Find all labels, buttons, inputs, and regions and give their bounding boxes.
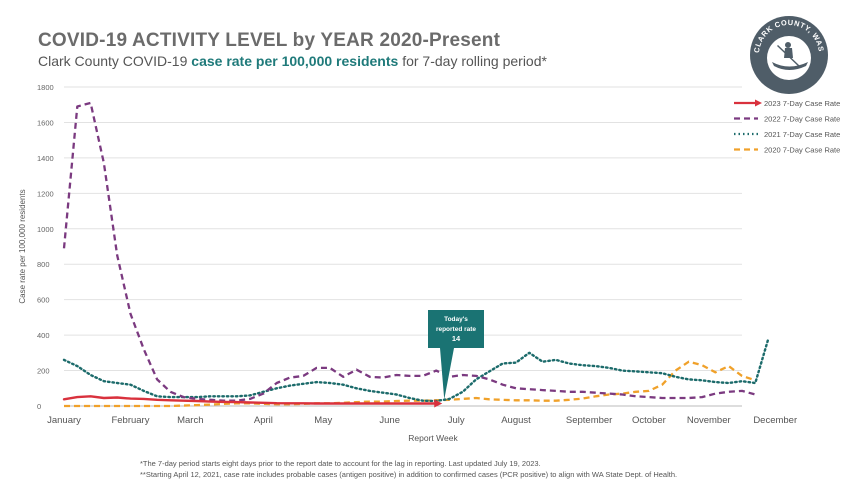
clark-county-seal: CLARK COUNTY, WASHINGTON <box>748 14 828 94</box>
footnote-2: **Starting April 12, 2021, case rate inc… <box>140 470 678 479</box>
y-axis-ticks: 0 200 400 600 800 1000 1200 1400 1600 1800 <box>37 83 54 411</box>
y-tick-label: 1600 <box>37 118 54 127</box>
x-tick-label: July <box>448 415 465 426</box>
callout-line-1: Today's <box>444 316 468 323</box>
y-tick-label: 200 <box>37 367 50 376</box>
callout-box <box>428 310 484 400</box>
gridlines <box>64 86 742 407</box>
legend-label: 2020 7-Day Case Rate <box>764 146 840 155</box>
x-tick-label: March <box>177 415 203 426</box>
x-tick-label: November <box>687 415 731 426</box>
x-tick-label: January <box>47 415 81 426</box>
callout-line-2: reported rate <box>436 326 476 333</box>
legend-label: 2022 7-Day Case Rate <box>764 115 840 124</box>
x-tick-label: February <box>111 415 149 426</box>
todays-rate-callout: Today's reported rate 14 <box>428 310 484 400</box>
legend-arrowhead <box>755 99 762 107</box>
series-2021-line <box>62 336 770 403</box>
subtitle-prefix: Clark County COVID-19 <box>38 53 188 69</box>
subtitle-suffix: for 7-day rolling period* <box>402 53 547 69</box>
y-tick-label: 1800 <box>37 83 54 92</box>
x-tick-label: October <box>632 415 666 426</box>
x-tick-label: June <box>379 415 400 426</box>
chart-title: COVID-19 ACTIVITY LEVEL by YEAR 2020-Pre… <box>38 30 501 51</box>
series-2020-line <box>64 360 756 408</box>
series-2022-line <box>62 101 756 402</box>
x-axis-label: Report Week <box>408 433 458 443</box>
y-tick-label: 1400 <box>37 154 54 163</box>
series-2023-arrowhead <box>434 399 443 408</box>
series-lines <box>62 101 770 408</box>
y-tick-label: 0 <box>37 402 41 411</box>
x-tick-label: December <box>753 415 797 426</box>
x-tick-label: September <box>566 415 612 426</box>
subtitle-highlight: case rate per 100,000 residents <box>191 53 399 69</box>
series-2023-line <box>62 395 438 405</box>
callout-value: 14 <box>452 334 461 343</box>
chart-subtitle: Clark County COVID-19 case rate per 100,… <box>38 53 547 69</box>
footnote-1: *The 7-day period starts eight days prio… <box>140 459 541 468</box>
y-tick-label: 1200 <box>37 189 54 198</box>
y-tick-label: 1000 <box>37 225 54 234</box>
legend: 2023 7-Day Case Rate 2022 7-Day Case Rate… <box>734 99 840 155</box>
y-tick-label: 800 <box>37 260 50 269</box>
legend-label: 2021 7-Day Case Rate <box>764 130 840 139</box>
canoe-paddler-icon <box>772 42 808 70</box>
footnotes: *The 7-day period starts eight days prio… <box>140 458 677 480</box>
x-tick-label: April <box>254 415 273 426</box>
y-tick-label: 600 <box>37 296 50 305</box>
legend-label: 2023 7-Day Case Rate <box>764 99 840 108</box>
x-tick-label: May <box>314 415 332 426</box>
y-axis-label: Case rate per 100,000 residents <box>18 189 27 303</box>
x-axis-ticks: January February March April May June July Augu… <box>47 415 797 426</box>
x-tick-label: August <box>501 415 531 426</box>
y-tick-label: 400 <box>37 331 50 340</box>
